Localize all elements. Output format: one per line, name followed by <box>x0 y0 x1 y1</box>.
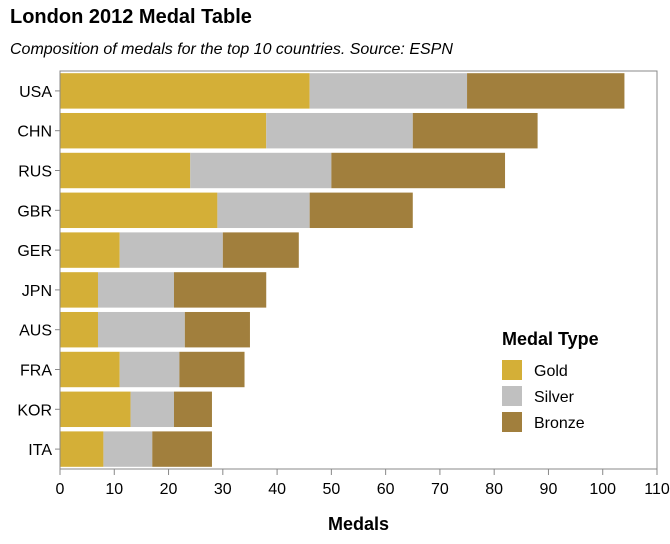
bar-ita-silver <box>103 431 153 467</box>
chart-title: London 2012 Medal Table <box>10 6 252 28</box>
bar-aus-bronze <box>184 311 250 348</box>
bar-chn-bronze <box>412 112 538 149</box>
bar-kor-gold <box>60 391 131 428</box>
x-tick-label-30: 30 <box>214 481 232 498</box>
x-tick-label-90: 90 <box>540 481 558 498</box>
bar-fra-gold <box>60 351 120 388</box>
bar-chn-silver <box>266 112 413 149</box>
legend-label-bronze: Bronze <box>534 415 585 432</box>
x-tick-label-100: 100 <box>589 481 616 498</box>
legend-swatch-silver <box>502 386 522 406</box>
x-tick-label-0: 0 <box>56 481 65 498</box>
bar-ita-gold <box>60 431 104 467</box>
bar-rus-bronze <box>331 152 506 189</box>
y-tick-label-gbr: GBR <box>17 203 52 220</box>
x-axis-title: Medals <box>328 514 389 534</box>
bar-usa-silver <box>309 73 468 109</box>
axes-layer: USA CHN RUS GBR GER JPN AUS FRA KOR ITA 0 10 20 30 40 5… <box>17 70 670 534</box>
bar-jpn-bronze <box>173 272 267 308</box>
x-tick-label-80: 80 <box>485 481 503 498</box>
legend: Medal Type Gold Silver Bronze <box>502 329 599 432</box>
bar-usa-bronze <box>467 73 625 109</box>
chart-subtitle: Composition of medals for the top 10 cou… <box>10 41 453 58</box>
legend-swatch-bronze <box>502 412 522 432</box>
bar-ger-bronze <box>222 232 299 268</box>
bar-gbr-bronze <box>309 192 413 229</box>
y-tick-label-ita: ITA <box>28 442 52 459</box>
y-tick-label-rus: RUS <box>18 164 52 181</box>
bar-kor-silver <box>130 391 174 428</box>
bar-ger-gold <box>60 232 120 268</box>
bar-kor-bronze <box>173 391 212 428</box>
legend-swatch-gold <box>502 360 522 380</box>
bar-usa-gold <box>60 73 310 109</box>
bar-aus-silver <box>97 311 185 348</box>
bar-ger-silver <box>119 232 223 268</box>
y-tick-label-jpn: JPN <box>22 283 52 300</box>
bar-fra-bronze <box>179 351 245 388</box>
x-tick-label-40: 40 <box>268 481 286 498</box>
x-tick-label-50: 50 <box>322 481 340 498</box>
x-tick-label-110: 110 <box>644 481 670 498</box>
bar-jpn-silver <box>97 272 174 308</box>
y-tick-label-usa: USA <box>19 84 52 101</box>
legend-label-silver: Silver <box>534 389 575 406</box>
bar-gbr-gold <box>60 192 218 229</box>
legend-title: Medal Type <box>502 329 599 349</box>
x-tick-label-70: 70 <box>431 481 449 498</box>
plot-frame <box>59 70 658 470</box>
x-tick-label-20: 20 <box>160 481 178 498</box>
y-tick-label-kor: KOR <box>17 402 52 419</box>
y-tick-label-chn: CHN <box>17 124 52 141</box>
bar-chn-gold <box>60 112 267 149</box>
y-tick-label-ger: GER <box>17 243 52 260</box>
x-tick-label-10: 10 <box>105 481 123 498</box>
legend-label-gold: Gold <box>534 363 568 380</box>
x-tick-label-60: 60 <box>377 481 395 498</box>
bar-gbr-silver <box>217 192 310 229</box>
bar-fra-silver <box>119 351 180 388</box>
bar-rus-gold <box>60 152 191 189</box>
y-tick-label-fra: FRA <box>20 363 52 380</box>
bar-rus-silver <box>190 152 332 189</box>
bars-layer <box>60 73 625 467</box>
bar-aus-gold <box>60 311 98 348</box>
bar-ita-bronze <box>152 431 212 467</box>
bar-jpn-gold <box>60 272 98 308</box>
y-tick-label-aus: AUS <box>19 323 52 340</box>
